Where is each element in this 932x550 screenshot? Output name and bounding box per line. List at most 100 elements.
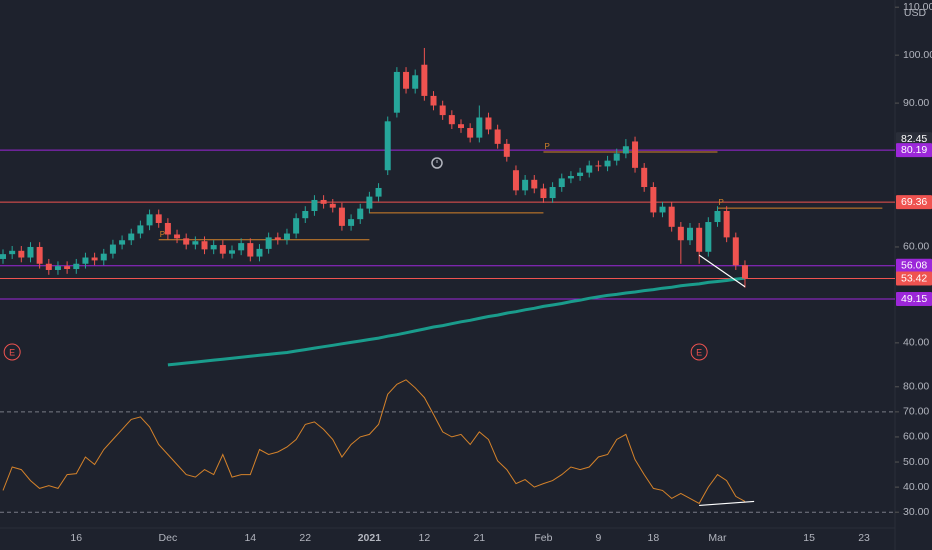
x-tick-label: Mar [708, 532, 727, 544]
candle-body [723, 210, 730, 238]
candle-body [632, 141, 639, 168]
candle-body [357, 208, 364, 220]
level-label: 53.42 [901, 272, 927, 284]
trendline [698, 254, 746, 288]
candle-body [265, 237, 272, 249]
candle-body [659, 206, 666, 213]
candle-body [677, 226, 684, 241]
level-label: 80.19 [901, 144, 927, 156]
candle-body [229, 250, 235, 254]
candle-body [283, 233, 290, 240]
candle-body [622, 146, 629, 154]
alarm-body [431, 157, 443, 169]
candle-body [613, 153, 620, 161]
candle-body [36, 246, 43, 264]
rsi-line [2, 379, 746, 505]
x-tick-label: 18 [648, 532, 660, 544]
alarm-icon [431, 157, 443, 169]
currency: USD [904, 7, 927, 19]
y-tick-label: 40.00 [903, 337, 929, 349]
candle-body [375, 187, 382, 197]
candle-body [467, 128, 474, 138]
candle-body [0, 254, 6, 259]
y-tick-label: 100.00 [903, 49, 932, 61]
level-box [896, 271, 932, 286]
candle-body [348, 219, 355, 226]
candle-body [320, 199, 327, 204]
level-box [896, 132, 932, 147]
candle-body [393, 71, 400, 113]
candle-body [164, 222, 171, 235]
y-tick-label: 60.00 [903, 431, 929, 443]
level-label: 56.08 [901, 260, 927, 272]
candle-body [650, 187, 657, 213]
level-label: 49.15 [901, 293, 927, 305]
candle-body [476, 117, 483, 138]
candle-body [329, 203, 336, 208]
candle-body [732, 237, 739, 266]
event-label: E [696, 347, 702, 357]
moving-average [167, 276, 746, 367]
candle-body [366, 196, 373, 209]
y-tick-label: 60.00 [903, 241, 929, 253]
candle-body [384, 121, 391, 171]
level-box [896, 143, 932, 158]
candle-body [696, 227, 703, 252]
candle-body [183, 238, 190, 245]
candle-body [256, 248, 263, 257]
x-tick-label: 12 [419, 532, 431, 544]
candle-body [403, 71, 410, 89]
candle-body [91, 257, 98, 261]
candle-body [540, 188, 547, 199]
candle-body [705, 222, 712, 252]
level-box [896, 291, 932, 306]
candle-body [714, 210, 721, 223]
candle-body [201, 241, 208, 250]
candle-body [18, 250, 25, 258]
y-tick-label: 50.00 [903, 456, 929, 468]
y-tick-label: 80.00 [903, 381, 929, 393]
x-tick-label: 14 [244, 532, 256, 544]
candle-body [430, 95, 437, 106]
candle-body [119, 240, 126, 245]
candle-body [274, 237, 281, 240]
candle-body [128, 233, 135, 241]
candle-body [293, 218, 300, 234]
y-tick-label: 30.00 [903, 506, 929, 518]
level-box [896, 258, 932, 273]
y-tick-label: 70.00 [903, 406, 929, 418]
event-label: E [9, 347, 15, 357]
level-box [896, 195, 932, 210]
x-tick-label: 22 [299, 532, 311, 544]
level-label: 69.36 [901, 196, 927, 208]
candle-body [9, 250, 16, 255]
candle-body [512, 170, 519, 191]
pivot-label: P [718, 198, 723, 207]
candle-body [531, 179, 538, 189]
candle-body [439, 105, 446, 116]
candle-body [567, 175, 574, 179]
candle-body [558, 178, 565, 188]
candle-body [412, 75, 419, 89]
candle-body [741, 265, 748, 279]
candle-body [219, 245, 226, 254]
x-tick-label: Feb [534, 532, 552, 544]
candle-body [586, 165, 593, 173]
candle-body [577, 172, 584, 176]
candle-body [687, 227, 693, 241]
candle-body [174, 234, 181, 239]
candle-body [109, 244, 116, 254]
pivot-label: P [160, 230, 165, 239]
candle-body [641, 167, 648, 188]
trendline [699, 500, 755, 507]
candle-body [302, 210, 309, 219]
candle-body [100, 253, 107, 261]
candle-body [485, 117, 492, 130]
x-tick-label: Dec [159, 532, 178, 544]
x-tick-label: 21 [473, 532, 485, 544]
candle-body [155, 214, 162, 223]
candle-body [494, 129, 501, 144]
event-marker [3, 343, 21, 361]
candle-body [503, 143, 510, 157]
